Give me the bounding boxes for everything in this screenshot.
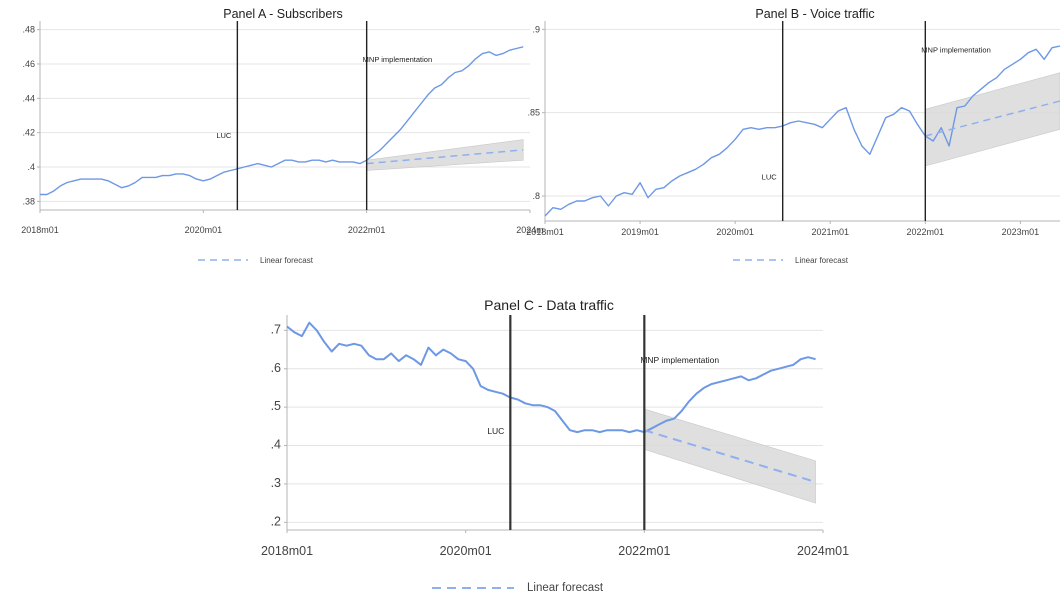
- panel-a-x-tick-label: 2024m: [516, 225, 544, 235]
- panel-b-series-line: [544, 45, 1060, 217]
- panel-b-y-tick-label: .8: [532, 191, 540, 201]
- panel-c-luc-label: LUC: [487, 426, 504, 436]
- panel-c-x-tick-label: 2022m01: [618, 544, 670, 558]
- panel-a-plot-area: [40, 21, 530, 210]
- panel-b-luc-label: LUC: [762, 172, 778, 181]
- panel-c-y-tick-label: .4: [271, 438, 281, 452]
- panel-c-title: Panel C - Data traffic: [484, 297, 614, 313]
- panel-c-plot-area: [287, 315, 823, 530]
- panel-b-x-tick-label: 2018m01: [526, 227, 564, 237]
- panel-b-y-tick-label: .9: [532, 24, 540, 34]
- panel-c-y-tick-label: .6: [271, 361, 281, 375]
- panel-a-x-tick-label: 2018m01: [21, 225, 59, 235]
- panel-c-mnp-label: MNP implementation: [640, 355, 719, 365]
- panel-c-y-tick-label: .3: [271, 476, 281, 490]
- panel-b-x-tick-label: 2020m01: [716, 227, 754, 237]
- panel-a-y-tick-label: .42: [22, 128, 35, 138]
- panel-b-x-tick-label: 2019m01: [621, 227, 659, 237]
- panel-a-forecast-line: [366, 149, 524, 165]
- panel-c-legend-label: Linear forecast: [527, 582, 604, 594]
- panel-a-title: Panel A - Subscribers: [223, 7, 343, 21]
- panel-b-legend-label: Linear forecast: [795, 256, 849, 265]
- panel-c-y-tick-label: .7: [271, 322, 281, 336]
- panel-a-y-tick-label: .44: [22, 93, 35, 103]
- panel-a-y-tick-label: .4: [27, 162, 35, 172]
- panel-c-y-tick-label: .5: [271, 399, 281, 413]
- panel-c-x-tick-label: 2024m01: [797, 544, 849, 558]
- panel-c-x-tick-label: 2018m01: [261, 544, 313, 558]
- panel-b-mnp-label: MNP implementation: [921, 46, 990, 55]
- panel-b-title: Panel B - Voice traffic: [755, 7, 874, 21]
- panel-b-x-tick-label: 2023m01: [1002, 227, 1040, 237]
- panel-a-series-line: [40, 46, 524, 196]
- panel-a-luc-label: LUC: [216, 131, 232, 140]
- panel-c-x-tick-label: 2020m01: [440, 544, 492, 558]
- panel-a-mnp-label: MNP implementation: [363, 55, 432, 64]
- panel-a-y-tick-label: .46: [22, 59, 35, 69]
- panel-b-x-tick-label: 2021m01: [811, 227, 849, 237]
- panel-a-y-tick-label: .48: [22, 25, 35, 35]
- panel-a-y-tick-label: .38: [22, 196, 35, 206]
- panel-b-y-tick-label: .85: [527, 108, 540, 118]
- panel-c-series-line: [286, 321, 816, 434]
- panel-c-y-tick-label: .2: [271, 514, 281, 528]
- panel-a-x-tick-label: 2020m01: [185, 225, 223, 235]
- panel-b-x-tick-label: 2022m01: [907, 227, 945, 237]
- panel-a-legend-label: Linear forecast: [260, 256, 314, 265]
- panel-a-x-tick-label: 2022m01: [348, 225, 386, 235]
